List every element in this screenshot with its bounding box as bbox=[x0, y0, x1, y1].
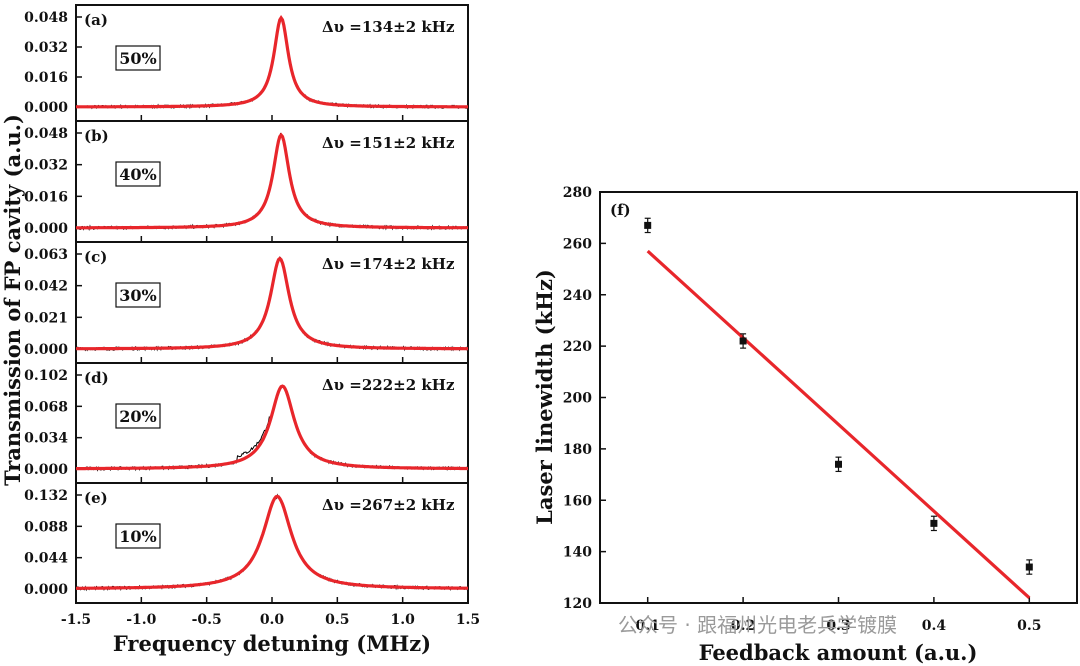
y-tick-label: 0.000 bbox=[24, 582, 68, 598]
x-tick-label: 0.1 bbox=[636, 618, 660, 634]
spectrum-panel-1: 0.000 0.016 0.032 0.048 (a) Δυ =134±2 kHz 50% bbox=[24, 4, 469, 122]
linewidth-annotation: Δυ =267±2 kHz bbox=[322, 496, 455, 514]
point-marker bbox=[739, 337, 747, 345]
lorentzian-fit-curve bbox=[76, 15, 468, 109]
feedback-percent-label: 30% bbox=[119, 286, 156, 305]
y-tick-label: 140 bbox=[563, 545, 592, 561]
lorentzian-fit-curve bbox=[76, 384, 468, 471]
panel-label: (d) bbox=[84, 369, 109, 387]
point-marker bbox=[930, 519, 938, 527]
lorentzian-fit-curve bbox=[76, 132, 468, 230]
x-tick-label: 0.5 bbox=[325, 612, 349, 628]
lorentzian-fit-curve bbox=[76, 256, 468, 351]
point-marker bbox=[835, 460, 842, 468]
y-tick-label: 0.068 bbox=[24, 399, 68, 415]
point-marker bbox=[644, 221, 652, 229]
panel-label: (c) bbox=[84, 248, 107, 266]
x-tick-label: 0.2 bbox=[731, 618, 755, 634]
feedback-box bbox=[115, 161, 161, 187]
feedback-percent-label: 40% bbox=[119, 165, 156, 184]
x-tick-label: -0.5 bbox=[192, 612, 222, 628]
y-tick-label: 200 bbox=[563, 391, 592, 407]
data-point bbox=[644, 217, 652, 234]
linear-fit-line bbox=[646, 249, 1031, 600]
data-point bbox=[739, 333, 747, 349]
y-tick-label: 240 bbox=[563, 288, 592, 304]
linewidth-annotation: Δυ =174±2 kHz bbox=[322, 255, 455, 273]
feedback-percent-label: 20% bbox=[119, 407, 156, 426]
data-point bbox=[930, 515, 938, 532]
y-tick-label: 0.042 bbox=[24, 279, 68, 295]
y-tick-label: 220 bbox=[563, 339, 592, 355]
spectrum-panel-5: 0.000 0.044 0.088 0.132 (e) Δυ =267±2 kHz 10% bbox=[24, 482, 469, 604]
panel-label: (e) bbox=[84, 489, 108, 507]
x-tick-label: 1.0 bbox=[390, 612, 415, 628]
feedback-percent-label: 50% bbox=[119, 49, 156, 68]
spectrum-panel-4: 0.000 0.034 0.068 0.102 (d) Δυ =222±2 kHz 20% bbox=[24, 362, 469, 484]
x-axis-title: Feedback amount (a.u.) bbox=[699, 640, 978, 665]
x-axis-title: Frequency detuning (MHz) bbox=[113, 631, 431, 656]
y-tick-label: 0.000 bbox=[24, 100, 68, 116]
linewidth-annotation: Δυ =222±2 kHz bbox=[322, 376, 455, 394]
y-tick-label: 0.032 bbox=[24, 40, 68, 56]
y-tick-label: 0.063 bbox=[24, 247, 68, 263]
watermark-text: 公众号 · 跟福州光电老兵学镀膜 bbox=[618, 613, 897, 637]
y-tick-label: 280 bbox=[563, 185, 592, 201]
x-tick-label: 0.0 bbox=[260, 612, 285, 628]
linewidth-annotation: Δυ =134±2 kHz bbox=[322, 18, 455, 36]
plot-frame bbox=[599, 191, 1078, 604]
feedback-box bbox=[115, 523, 161, 549]
y-tick-label: 120 bbox=[563, 596, 592, 612]
y-tick-label: 180 bbox=[563, 442, 592, 458]
data-point bbox=[1025, 559, 1033, 575]
y-tick-label: 0.032 bbox=[24, 158, 68, 174]
y-tick-label: 0.044 bbox=[24, 551, 68, 567]
y-axis-title: Laser linewidth (kHz) bbox=[532, 269, 557, 525]
point-marker bbox=[1025, 563, 1033, 571]
linewidth-annotation: Δυ =151±2 kHz bbox=[322, 134, 455, 152]
feedback-percent-label: 10% bbox=[119, 527, 156, 546]
panel-label: (a) bbox=[84, 11, 108, 29]
lorentzian-fit-curve bbox=[76, 494, 468, 590]
y-tick-label: 0.000 bbox=[24, 342, 68, 358]
y-tick-label: 160 bbox=[563, 493, 592, 509]
y-tick-label: 0.000 bbox=[24, 221, 68, 237]
y-tick-label: 0.132 bbox=[24, 488, 68, 504]
y-tick-label: 0.048 bbox=[24, 126, 68, 142]
spectrum-panel-3: 0.000 0.021 0.042 0.063 (c) Δυ =174±2 kHz 30% bbox=[24, 241, 469, 364]
y-tick-label: 0.034 bbox=[24, 431, 68, 447]
y-tick-label: 0.016 bbox=[24, 189, 68, 205]
y-tick-label: 260 bbox=[563, 236, 592, 252]
y-tick-label: 0.000 bbox=[24, 462, 68, 478]
x-tick-label: 0.3 bbox=[826, 618, 850, 634]
spectrum-panel-2: 0.000 0.016 0.032 0.048 (b) Δυ =151±2 kHz 40% bbox=[24, 120, 469, 243]
x-tick-label: -1.5 bbox=[61, 612, 91, 628]
x-tick-label: -1.0 bbox=[126, 612, 156, 628]
panel-label: (b) bbox=[84, 127, 109, 145]
y-tick-label: 0.016 bbox=[24, 70, 68, 86]
x-tick-label: 0.4 bbox=[922, 618, 947, 634]
panel-label: (f) bbox=[610, 201, 631, 219]
feedback-box bbox=[115, 282, 161, 308]
linewidth-vs-feedback-chart: 120 140 160 180 200 220 240 260 280 0.1 0.2 0.3 0.4 0… bbox=[532, 185, 1078, 665]
y-tick-label: 0.048 bbox=[24, 10, 68, 26]
y-tick-label: 0.021 bbox=[24, 310, 68, 326]
x-tick-label: 0.5 bbox=[1017, 618, 1041, 634]
feedback-box bbox=[115, 45, 161, 71]
data-point bbox=[835, 456, 842, 473]
y-axis-title: Transmission of FP cavity (a.u.) bbox=[0, 114, 25, 486]
feedback-box bbox=[115, 403, 161, 429]
y-tick-label: 0.088 bbox=[24, 519, 68, 535]
x-tick-label: 1.5 bbox=[456, 612, 480, 628]
y-tick-label: 0.102 bbox=[24, 368, 68, 384]
